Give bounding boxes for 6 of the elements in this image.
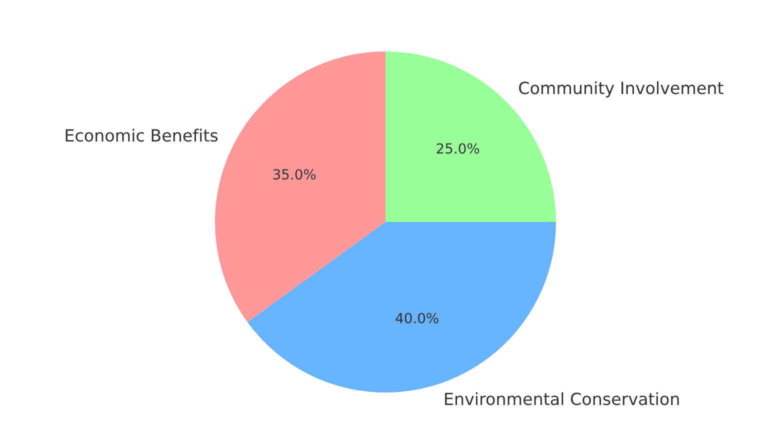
slice-label: Community Involvement: [519, 81, 724, 98]
slice-label: Economic Benefits: [66, 128, 218, 142]
data-label: 40.0%: [396, 312, 438, 324]
data-label: 35.0%: [273, 169, 316, 180]
data-label: 25.0%: [436, 143, 480, 154]
slice-label: Environmental Conservation: [445, 392, 679, 406]
